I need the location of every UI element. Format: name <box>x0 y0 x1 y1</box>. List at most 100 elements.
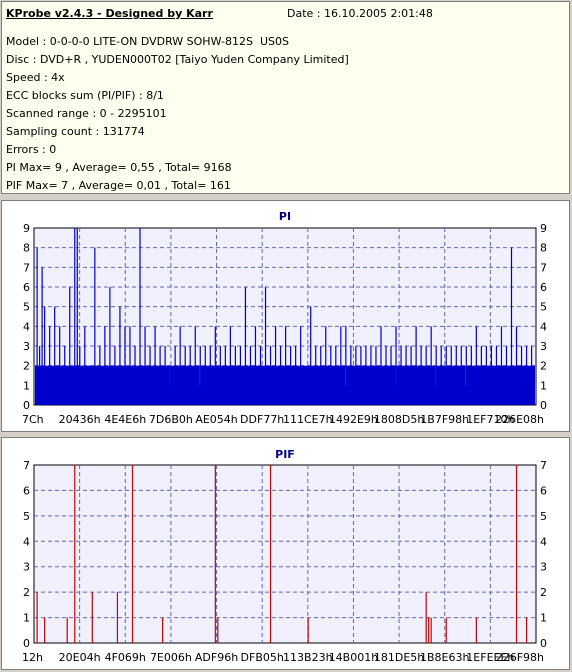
pif-x-tick-label: 20E04h <box>59 651 101 664</box>
pi-spike-bar <box>525 346 528 405</box>
speed-line: Speed : 4x <box>6 71 65 84</box>
pi-spike-bar <box>89 365 91 405</box>
model-line: Model : 0-0-0-0 LITE-ON DVDRW SOHW-812S … <box>6 35 289 48</box>
pi-spike-bar <box>425 346 427 405</box>
pif-y-tick-label-left: 5 <box>23 510 30 523</box>
pif-x-tick-label: 7E006h <box>150 651 192 664</box>
pi-spike-bar <box>445 346 447 405</box>
pi-spike-bar <box>129 326 131 405</box>
pi-x-tick-label: 4E4E6h <box>104 413 146 426</box>
pi-spike-bar <box>340 326 342 405</box>
pi-chart-panel: PI 0 0 1 1 2 2 3 3 4 4 5 5 6 6 7 7 8 8 9 9 7Ch 20436h 4E4E6h 7D6… <box>1 200 570 432</box>
pi-x-tick-label: 111CE7h <box>283 413 333 426</box>
pi-spike-bar <box>440 346 442 405</box>
pi-spike-bar <box>41 267 43 405</box>
pi-spike-bar <box>244 287 247 405</box>
pif-summary-line: PIF Max= 7 , Average= 0,01 , Total= 161 <box>6 179 231 192</box>
pif-y-tick-label-left: 4 <box>23 535 30 548</box>
pi-spike-bar <box>264 287 267 405</box>
pi-spike-bar <box>259 346 262 405</box>
pi-spike-bar <box>214 326 216 405</box>
pif-chart-title: PIF <box>275 448 295 461</box>
pi-spike-bar <box>395 326 397 405</box>
pi-spike-bar <box>209 346 211 405</box>
pi-spike-bar <box>279 346 282 405</box>
pi-spike-bar <box>94 247 96 405</box>
pif-y-tick-label-right: 4 <box>540 535 547 548</box>
pif-y-tick-label-left: 1 <box>23 612 30 625</box>
pi-spike-bar <box>380 326 382 405</box>
pif-x-tick-label: 12h <box>22 651 43 664</box>
pi-spike-bar <box>350 346 352 405</box>
pi-x-tick-label: 7D6B0h <box>149 413 193 426</box>
pi-x-tick-label: 1808D5h <box>374 413 424 426</box>
pi-spike-bar <box>79 346 81 405</box>
pi-spike-bar <box>405 346 407 405</box>
pif-chart: PIF 0 0 1 1 2 2 3 3 4 4 5 5 6 6 7 7 12h 20E04h 4F069h 7E006h… <box>22 448 547 664</box>
pi-spike-bar <box>465 346 467 405</box>
pi-y-tick-label-left: 3 <box>23 340 30 353</box>
pi-y-tick-label-right: 2 <box>540 360 547 373</box>
pi-spike-bar <box>485 346 487 405</box>
pi-spike-bar <box>335 346 337 405</box>
pi-y-tick-label-right: 8 <box>540 242 547 255</box>
pi-x-tick-label: 1B7F98h <box>420 413 469 426</box>
pif-x-tick-label: DFB05h <box>241 651 284 664</box>
pi-spike-bar <box>480 346 482 405</box>
disc-line: Disc : DVD+R , YUDEN000T02 [Taiyo Yuden … <box>6 53 349 66</box>
pi-y-tick-label-right: 7 <box>540 261 547 274</box>
pi-spike-bar <box>390 346 392 405</box>
pi-spike-bar <box>310 306 312 405</box>
pi-spike-bar <box>36 247 38 405</box>
pi-spike-bar <box>295 346 297 405</box>
pif-spike-bar <box>116 592 119 643</box>
pi-x-tick-label: 1EF710h <box>466 413 514 426</box>
pi-spike-bar <box>470 346 472 405</box>
pif-spike-bar <box>74 465 76 643</box>
pi-spike-bar <box>154 326 156 405</box>
pif-spike-bar <box>430 617 432 643</box>
pi-y-tick-label-left: 8 <box>23 242 30 255</box>
pi-y-tick-label-right: 6 <box>540 281 547 294</box>
pi-y-tick-label-right: 3 <box>540 340 547 353</box>
pif-spike-bar <box>525 617 528 643</box>
pif-x-tick-label: 1EFEEEh <box>466 651 514 664</box>
app-title: KProbe v2.4.3 - Designed by Karr <box>6 7 213 20</box>
pi-y-tick-label-left: 1 <box>23 379 30 392</box>
pi-spike-bar <box>159 346 161 405</box>
pi-spike-bar <box>174 346 176 405</box>
pif-spike-bar <box>425 592 427 643</box>
pif-x-tick-label: 181DE5h <box>374 651 424 664</box>
pi-spike-bar <box>360 346 362 405</box>
pi-x-tick-label: DDF77h <box>240 413 284 426</box>
pi-spike-bar <box>430 326 432 405</box>
pi-x-tick-label: 7Ch <box>22 413 44 426</box>
pi-spike-bar <box>59 326 61 405</box>
pi-spike-bar <box>39 346 41 405</box>
pif-x-tick-label: 113B23h <box>283 651 333 664</box>
pi-spike-bar <box>184 346 186 405</box>
pi-y-tick-label-right: 9 <box>540 222 547 235</box>
pi-spike-bar <box>49 326 51 405</box>
pif-x-tick-label: 1B8E63h <box>420 651 469 664</box>
pi-spike-bar <box>54 306 56 405</box>
pi-spike-bar <box>325 326 327 405</box>
pif-y-tick-label-left: 0 <box>23 637 30 650</box>
pi-y-tick-label-right: 4 <box>540 320 547 333</box>
pi-spike-bar <box>510 247 513 405</box>
pi-spike-bar <box>189 346 191 405</box>
ecc-blocks-line: ECC blocks sum (PI/PIF) : 8/1 <box>6 89 164 102</box>
pif-y-tick-label-right: 5 <box>540 510 547 523</box>
pi-spike-bar <box>530 346 533 405</box>
pif-y-tick-label-right: 2 <box>540 586 547 599</box>
pi-spike-bar <box>249 346 252 405</box>
scan-date: Date : 16.10.2005 2:01:48 <box>287 7 433 20</box>
pif-spike-bar <box>91 592 93 643</box>
pi-spike-bar <box>490 346 493 405</box>
pi-spike-bar <box>234 346 236 405</box>
pif-spike-bar <box>214 465 216 643</box>
pif-y-tick-label-right: 1 <box>540 612 547 625</box>
pif-spike-bar <box>217 617 219 643</box>
pi-spike-bar <box>199 346 201 405</box>
pi-spike-bar <box>204 346 206 405</box>
